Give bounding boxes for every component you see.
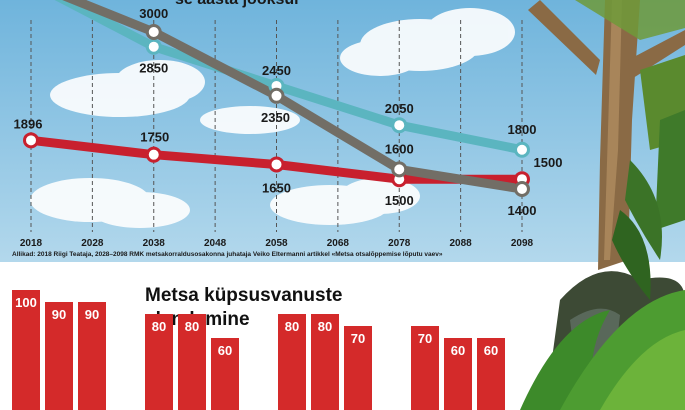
series-2-label-2018: 1896 <box>14 116 43 131</box>
x-tick-2048: 2048 <box>204 238 227 249</box>
bar-series-group: 100 90 90 80 80 60 80 80 70 70 60 60 <box>12 290 505 410</box>
series-2-label-2038: 1750 <box>140 130 169 145</box>
series-1-label-2038: 3000 <box>139 6 168 21</box>
x-tick-2068: 2068 <box>327 238 350 249</box>
bar-label-g4-3: 60 <box>484 343 498 358</box>
bar-label-g3-1: 80 <box>285 319 299 334</box>
x-tick-2058: 2058 <box>265 238 288 249</box>
x-tick-2028: 2028 <box>81 238 104 249</box>
point-labels-group: 1896 1750 1650 1500 1500 2850 2450 2050 1800 3000… <box>14 6 563 218</box>
bar-g4-3 <box>477 338 505 410</box>
series-0-label-2058: 2450 <box>262 63 291 78</box>
bar-g4-2 <box>444 338 472 410</box>
source-note: Allikad: 2018 Riigi Teataja, 2028–2098 R… <box>12 251 443 258</box>
x-tick-2088: 2088 <box>450 238 473 249</box>
clouds-illustration <box>30 8 515 228</box>
chart-title-partial: se aasta jooksul <box>175 0 299 8</box>
bar-label-g4-2: 60 <box>451 343 465 358</box>
series-1-point-2078 <box>391 161 408 178</box>
bar-g1-1 <box>12 290 40 410</box>
bar-g2-1 <box>145 314 173 410</box>
bar-label-g4-1: 70 <box>418 331 432 346</box>
bar-label-g2-1: 80 <box>152 319 166 334</box>
x-tick-2098: 2098 <box>511 238 534 249</box>
bar-g1-2 <box>45 302 73 410</box>
series-2-point-2038 <box>145 146 162 163</box>
x-tick-2018: 2018 <box>20 238 43 249</box>
series-2-label-2078: 1500 <box>385 193 414 208</box>
series-0-label-2098: 1800 <box>508 122 537 137</box>
bar-label-g2-3: 60 <box>218 343 232 358</box>
bar-g4-1 <box>411 326 439 410</box>
bar-label-g1-3: 90 <box>85 307 99 322</box>
bar-g1-3 <box>78 302 106 410</box>
bar-label-g3-3: 70 <box>351 331 365 346</box>
bar-g3-3 <box>344 326 372 410</box>
bar-label-g1-1: 100 <box>15 295 37 310</box>
series-2-label-2058: 1650 <box>262 180 291 195</box>
bar-g2-3 <box>211 338 239 410</box>
series-1-point-2038 <box>145 24 162 40</box>
series-2-point-2018 <box>23 132 39 149</box>
forest-illustration <box>520 0 685 410</box>
series-1-label-2058: 2350 <box>261 110 290 125</box>
series-2-label-2098: 1500 <box>534 155 563 170</box>
bar-label-g1-2: 90 <box>52 307 66 322</box>
series-0-label-2038: 2850 <box>139 61 168 76</box>
series-1-label-2078: 1600 <box>385 141 414 156</box>
series-0-point-2038 <box>145 38 162 55</box>
series-1-point-2058 <box>268 87 285 104</box>
series-0-point-2078 <box>391 117 408 134</box>
series-0-label-2078: 2050 <box>385 101 414 116</box>
bar-chart-title-line-1: Metsa küpsusvanuste <box>145 285 342 306</box>
series-2-point-2058 <box>268 156 285 173</box>
bar-g3-1 <box>278 314 306 410</box>
bar-g2-2 <box>178 314 206 410</box>
x-tick-2078: 2078 <box>388 238 411 249</box>
bar-g3-2 <box>311 314 339 410</box>
line-markers-group <box>23 24 530 197</box>
x-axis-ticks: 2018 2028 2038 2048 2058 2068 2078 2088 2098 <box>20 238 534 249</box>
series-1-label-2098: 1400 <box>508 203 537 218</box>
series-1-point-2098 <box>514 181 530 197</box>
bar-label-g2-2: 80 <box>185 319 199 334</box>
series-0-point-2098 <box>514 141 530 158</box>
bar-label-g3-2: 80 <box>318 319 332 334</box>
x-tick-2038: 2038 <box>143 238 166 249</box>
